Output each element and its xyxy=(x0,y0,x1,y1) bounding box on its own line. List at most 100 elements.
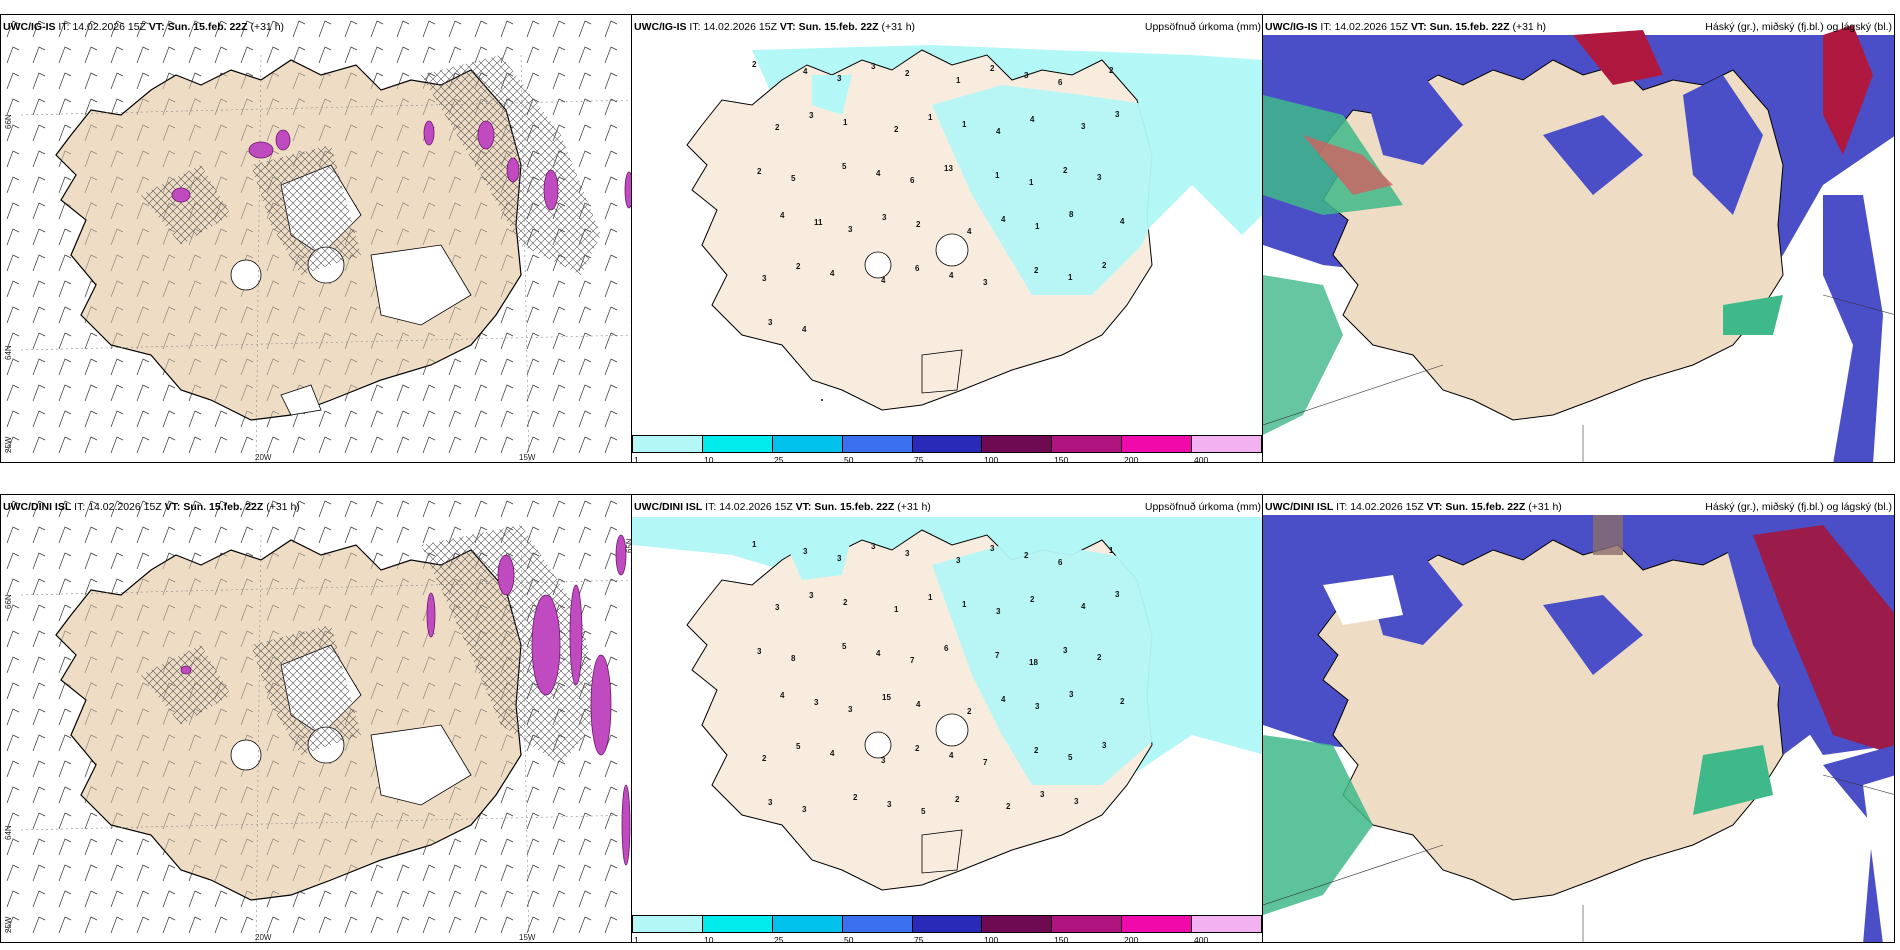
header-precip-row2: UWC/DINI ISL IT: 14.02.2026 15Z VT: Sun.… xyxy=(634,501,931,513)
precip-value: 5 xyxy=(796,742,801,751)
precip-value: 1 xyxy=(928,113,933,122)
precip-value: 2 xyxy=(1034,266,1039,275)
precip-value: 6 xyxy=(1058,558,1063,567)
clouds-map-row1 xyxy=(1263,25,1894,462)
colorbar-tick-label: 25 xyxy=(774,935,784,943)
precip-value: 1 xyxy=(1035,222,1040,231)
lat-label: 66N xyxy=(4,114,13,129)
precip-value: 4 xyxy=(949,271,954,280)
precip-value: 3 xyxy=(1035,702,1040,711)
header-clouds-row2: UWC/DINI ISL IT: 14.02.2026 15Z VT: Sun.… xyxy=(1265,501,1562,513)
panel-wind-row2: UWC/DINI ISL IT: 14.02.2026 15Z VT: Sun.… xyxy=(0,494,633,943)
precip-title: Uppsöfnuð úrkoma (mm) xyxy=(1144,21,1261,33)
colorbar-tick-label: 200 xyxy=(1124,935,1139,943)
precip-value: 4 xyxy=(1120,217,1125,226)
clouds-title: Háský (gr.), miðský (fj.bl.) og lágský (… xyxy=(1705,21,1892,33)
colorbar-tick-label: 150 xyxy=(1054,935,1069,943)
precip-value: 3 xyxy=(809,591,814,600)
precip-value: 2 xyxy=(1063,166,1068,175)
precip-value: 6 xyxy=(1058,78,1063,87)
precip-value: 11 xyxy=(814,218,823,227)
colorbar-tick-label: 50 xyxy=(844,935,854,943)
precip-value: 2 xyxy=(1024,551,1029,560)
colorbar-tick-label: 100 xyxy=(984,935,999,943)
precip-value: 3 xyxy=(1024,71,1029,80)
precip-value: 5 xyxy=(791,174,796,183)
precip-map-row2 xyxy=(632,517,1263,891)
precip-value: 1 xyxy=(962,120,967,129)
precip-value: 1 xyxy=(1029,178,1034,187)
precip-value: 5 xyxy=(842,162,847,171)
precip-value: 5 xyxy=(1068,753,1073,762)
precip-value: 3 xyxy=(802,805,807,814)
precip-value: 4 xyxy=(830,269,835,278)
precip-value: 2 xyxy=(843,598,848,607)
precip-value: 1 xyxy=(928,593,933,602)
colorbar-segment xyxy=(982,436,1053,452)
precip-value: 1 xyxy=(962,600,967,609)
colorbar-segment xyxy=(842,436,913,452)
colorbar-tick-label: 10 xyxy=(704,935,714,943)
precip-value: 4 xyxy=(1030,115,1035,124)
colorbar-segment xyxy=(702,436,773,452)
colorbar-segment xyxy=(633,916,703,932)
precip-value: 4 xyxy=(876,649,881,658)
colorbar-tick-label: 100 xyxy=(984,455,999,463)
precip-value: 2 xyxy=(990,64,995,73)
precip-value: 3 xyxy=(768,318,773,327)
precip-value: 3 xyxy=(887,800,892,809)
precip-value: 3 xyxy=(814,698,819,707)
precip-value: 2 xyxy=(1102,261,1107,270)
precip-value: 2 xyxy=(905,69,910,78)
precip-value: 2 xyxy=(752,60,757,69)
precip-value: 4 xyxy=(780,211,785,220)
colorbar-segment xyxy=(982,916,1053,932)
precip-value: 2 xyxy=(796,262,801,271)
colorbar-tick-label: 75 xyxy=(914,455,924,463)
precip-value: 3 xyxy=(871,542,876,551)
precip-value: 1 xyxy=(956,76,961,85)
colorbar-tick-label: 200 xyxy=(1124,455,1139,463)
precip-value: 3 xyxy=(768,798,773,807)
precip-value: 2 xyxy=(1030,595,1035,604)
header-precip-row1: UWC/IG-IS IT: 14.02.2026 15Z VT: Sun. 15… xyxy=(634,21,916,33)
precip-value: 2 xyxy=(955,795,960,804)
precip-value: 2 xyxy=(1109,66,1114,75)
precip-value: 2 xyxy=(762,754,767,763)
precip-value: 2 xyxy=(1034,746,1039,755)
precip-value: 8 xyxy=(1069,210,1074,219)
precip-value: 4 xyxy=(1001,695,1006,704)
precip-value: 4 xyxy=(876,169,881,178)
precip-value: 4 xyxy=(1081,602,1086,611)
precip-value: 4 xyxy=(996,127,1001,136)
wind-map-row1 xyxy=(1,15,632,462)
precip-contours xyxy=(171,120,632,211)
colorbar-row2: 1 10 25 50 75 100 150 200 400 xyxy=(632,915,1262,943)
colorbar-tick-label: 10 xyxy=(704,455,714,463)
precip-value: 3 xyxy=(809,111,814,120)
precip-value: 7 xyxy=(983,758,988,767)
colorbar-tick-label: 75 xyxy=(914,935,924,943)
panel-precip-row2: UWC/DINI ISL IT: 14.02.2026 15Z VT: Sun.… xyxy=(631,494,1264,943)
precip-value: 3 xyxy=(881,756,886,765)
colorbar-row1: 1 10 25 50 75 100 150 200 400 xyxy=(632,435,1262,463)
precip-value: 4 xyxy=(802,325,807,334)
precip-value: 4 xyxy=(780,691,785,700)
precip-value: 3 xyxy=(837,554,842,563)
precip-value: 2 xyxy=(757,167,762,176)
precip-value: 3 xyxy=(882,213,887,222)
precip-value: 3 xyxy=(1040,790,1045,799)
precip-value: 4 xyxy=(1001,215,1006,224)
colorbar-segment xyxy=(1122,916,1193,932)
precip-value: 4 xyxy=(949,751,954,760)
colorbar-segment xyxy=(702,916,773,932)
precip-value: 4 xyxy=(881,276,886,285)
precip-value: 18 xyxy=(1029,658,1038,667)
colorbar-tick-label: 25 xyxy=(774,455,784,463)
colorbar-segment xyxy=(1052,916,1123,932)
panel-clouds-row2: UWC/DINI ISL IT: 14.02.2026 15Z VT: Sun.… xyxy=(1262,494,1895,943)
graticule xyxy=(20,54,632,462)
clouds-map-row2 xyxy=(1263,515,1894,942)
panel-clouds-row1: UWC/IG-IS IT: 14.02.2026 15Z VT: Sun. 15… xyxy=(1262,14,1895,463)
precip-value: 2 xyxy=(775,123,780,132)
